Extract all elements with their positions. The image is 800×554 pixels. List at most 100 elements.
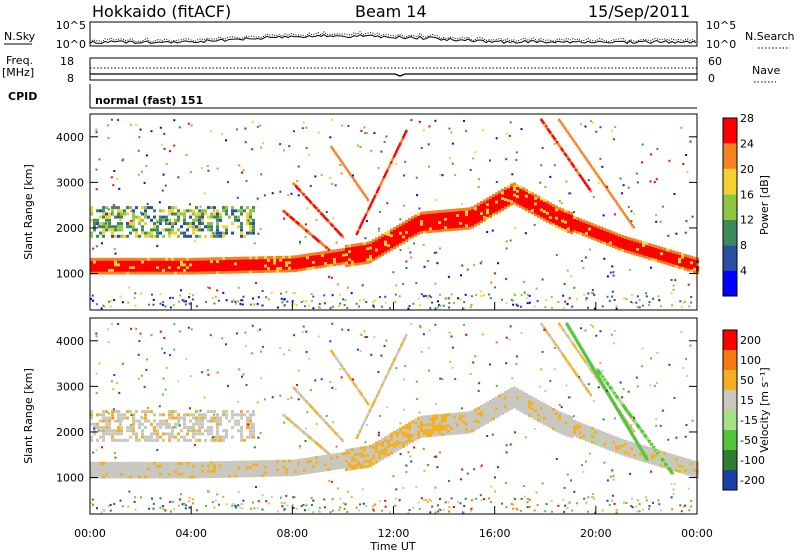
power-cell <box>222 291 225 294</box>
power-cell <box>357 251 360 255</box>
velocity-cell <box>393 430 396 434</box>
velocity-cell <box>153 432 156 436</box>
velocity-cell <box>318 455 321 459</box>
power-cell <box>105 206 108 210</box>
velocity-cell <box>351 464 354 468</box>
velocity-cell <box>195 422 198 426</box>
power-cell <box>570 212 573 215</box>
velocity-cell <box>462 422 465 426</box>
power-cell <box>577 146 580 149</box>
power-cell <box>165 263 168 267</box>
velocity-cell <box>270 471 273 474</box>
velocity-cell <box>111 472 114 476</box>
power-cell <box>648 304 650 306</box>
power-cell <box>363 242 366 246</box>
velocity-cell <box>618 411 622 415</box>
velocity-cell <box>624 453 627 457</box>
velocity-cell <box>444 427 447 431</box>
power-cell <box>387 165 391 168</box>
velocity-cell <box>419 326 422 329</box>
power-cell <box>648 301 651 304</box>
power-cell <box>198 212 201 216</box>
velocity-cell <box>566 473 569 476</box>
power-cell <box>550 133 553 136</box>
power-cell <box>570 228 573 232</box>
power-cell <box>300 254 303 258</box>
velocity-cell <box>693 460 696 464</box>
power-cell <box>365 132 368 134</box>
velocity-cell <box>486 401 489 405</box>
velocity-cell <box>687 464 690 468</box>
velocity-cell <box>192 416 195 420</box>
power-cell <box>573 218 576 222</box>
velocity-cell <box>504 393 507 397</box>
power-cell <box>588 232 591 236</box>
velocity-cell <box>165 464 168 468</box>
velocity-cell <box>414 426 417 430</box>
power-cell <box>120 222 123 225</box>
power-cell <box>495 200 498 204</box>
velocity-cell <box>486 412 489 416</box>
velocity-cell <box>123 464 126 468</box>
power-cell <box>417 218 420 222</box>
velocity-cell <box>573 425 576 429</box>
power-cell <box>651 246 654 250</box>
velocity-cell <box>132 475 135 479</box>
power-cell <box>609 232 612 236</box>
power-cell <box>129 266 132 269</box>
power-cell <box>361 219 365 223</box>
power-cell <box>189 225 192 229</box>
power-cell <box>414 220 417 223</box>
power-cell <box>252 209 255 213</box>
velocity-cell <box>102 470 105 473</box>
velocity-cell <box>617 409 621 413</box>
velocity-cell <box>162 475 165 479</box>
power-cell <box>567 132 571 135</box>
velocity-cell <box>341 439 345 443</box>
velocity-cell <box>486 404 489 408</box>
velocity-cell <box>435 430 438 434</box>
velocity-cell <box>369 458 372 462</box>
velocity-cell <box>288 465 291 469</box>
velocity-cell <box>294 389 298 392</box>
power-cell <box>489 159 491 162</box>
power-cell <box>339 233 342 236</box>
power-cell <box>375 245 378 249</box>
velocity-cell <box>619 381 622 384</box>
velocity-cell <box>612 475 615 478</box>
velocity-cell <box>402 439 405 443</box>
velocity-cell <box>354 455 357 459</box>
velocity-cell <box>162 422 165 426</box>
velocity-cell <box>116 381 119 384</box>
power-cell <box>264 261 267 265</box>
power-cell <box>171 263 174 267</box>
velocity-cell <box>465 333 468 336</box>
velocity-cell <box>370 405 374 408</box>
velocity-cell <box>294 470 297 474</box>
power-cell <box>93 260 96 264</box>
velocity-cell <box>111 432 114 436</box>
power-cell <box>420 293 423 296</box>
power-cell <box>608 300 611 302</box>
power-cell <box>375 237 378 241</box>
velocity-cell <box>435 419 438 423</box>
power-cell <box>672 253 675 256</box>
power-cell <box>408 218 411 222</box>
velocity-cell <box>156 464 159 468</box>
power-cell <box>300 259 303 263</box>
power-cell <box>183 298 186 301</box>
freq-line <box>90 73 697 77</box>
power-cell <box>399 234 402 238</box>
power-y-tick-label: 4000 <box>56 131 84 144</box>
power-cell <box>219 268 222 272</box>
power-cell <box>540 205 543 209</box>
power-cell <box>331 118 334 121</box>
power-cell <box>102 209 105 213</box>
velocity-cell <box>234 463 237 467</box>
power-cell <box>336 155 340 158</box>
velocity-cell <box>237 469 240 472</box>
power-cell <box>299 242 302 245</box>
velocity-cell <box>177 422 180 426</box>
power-cell <box>204 260 207 264</box>
velocity-cell <box>112 388 115 391</box>
